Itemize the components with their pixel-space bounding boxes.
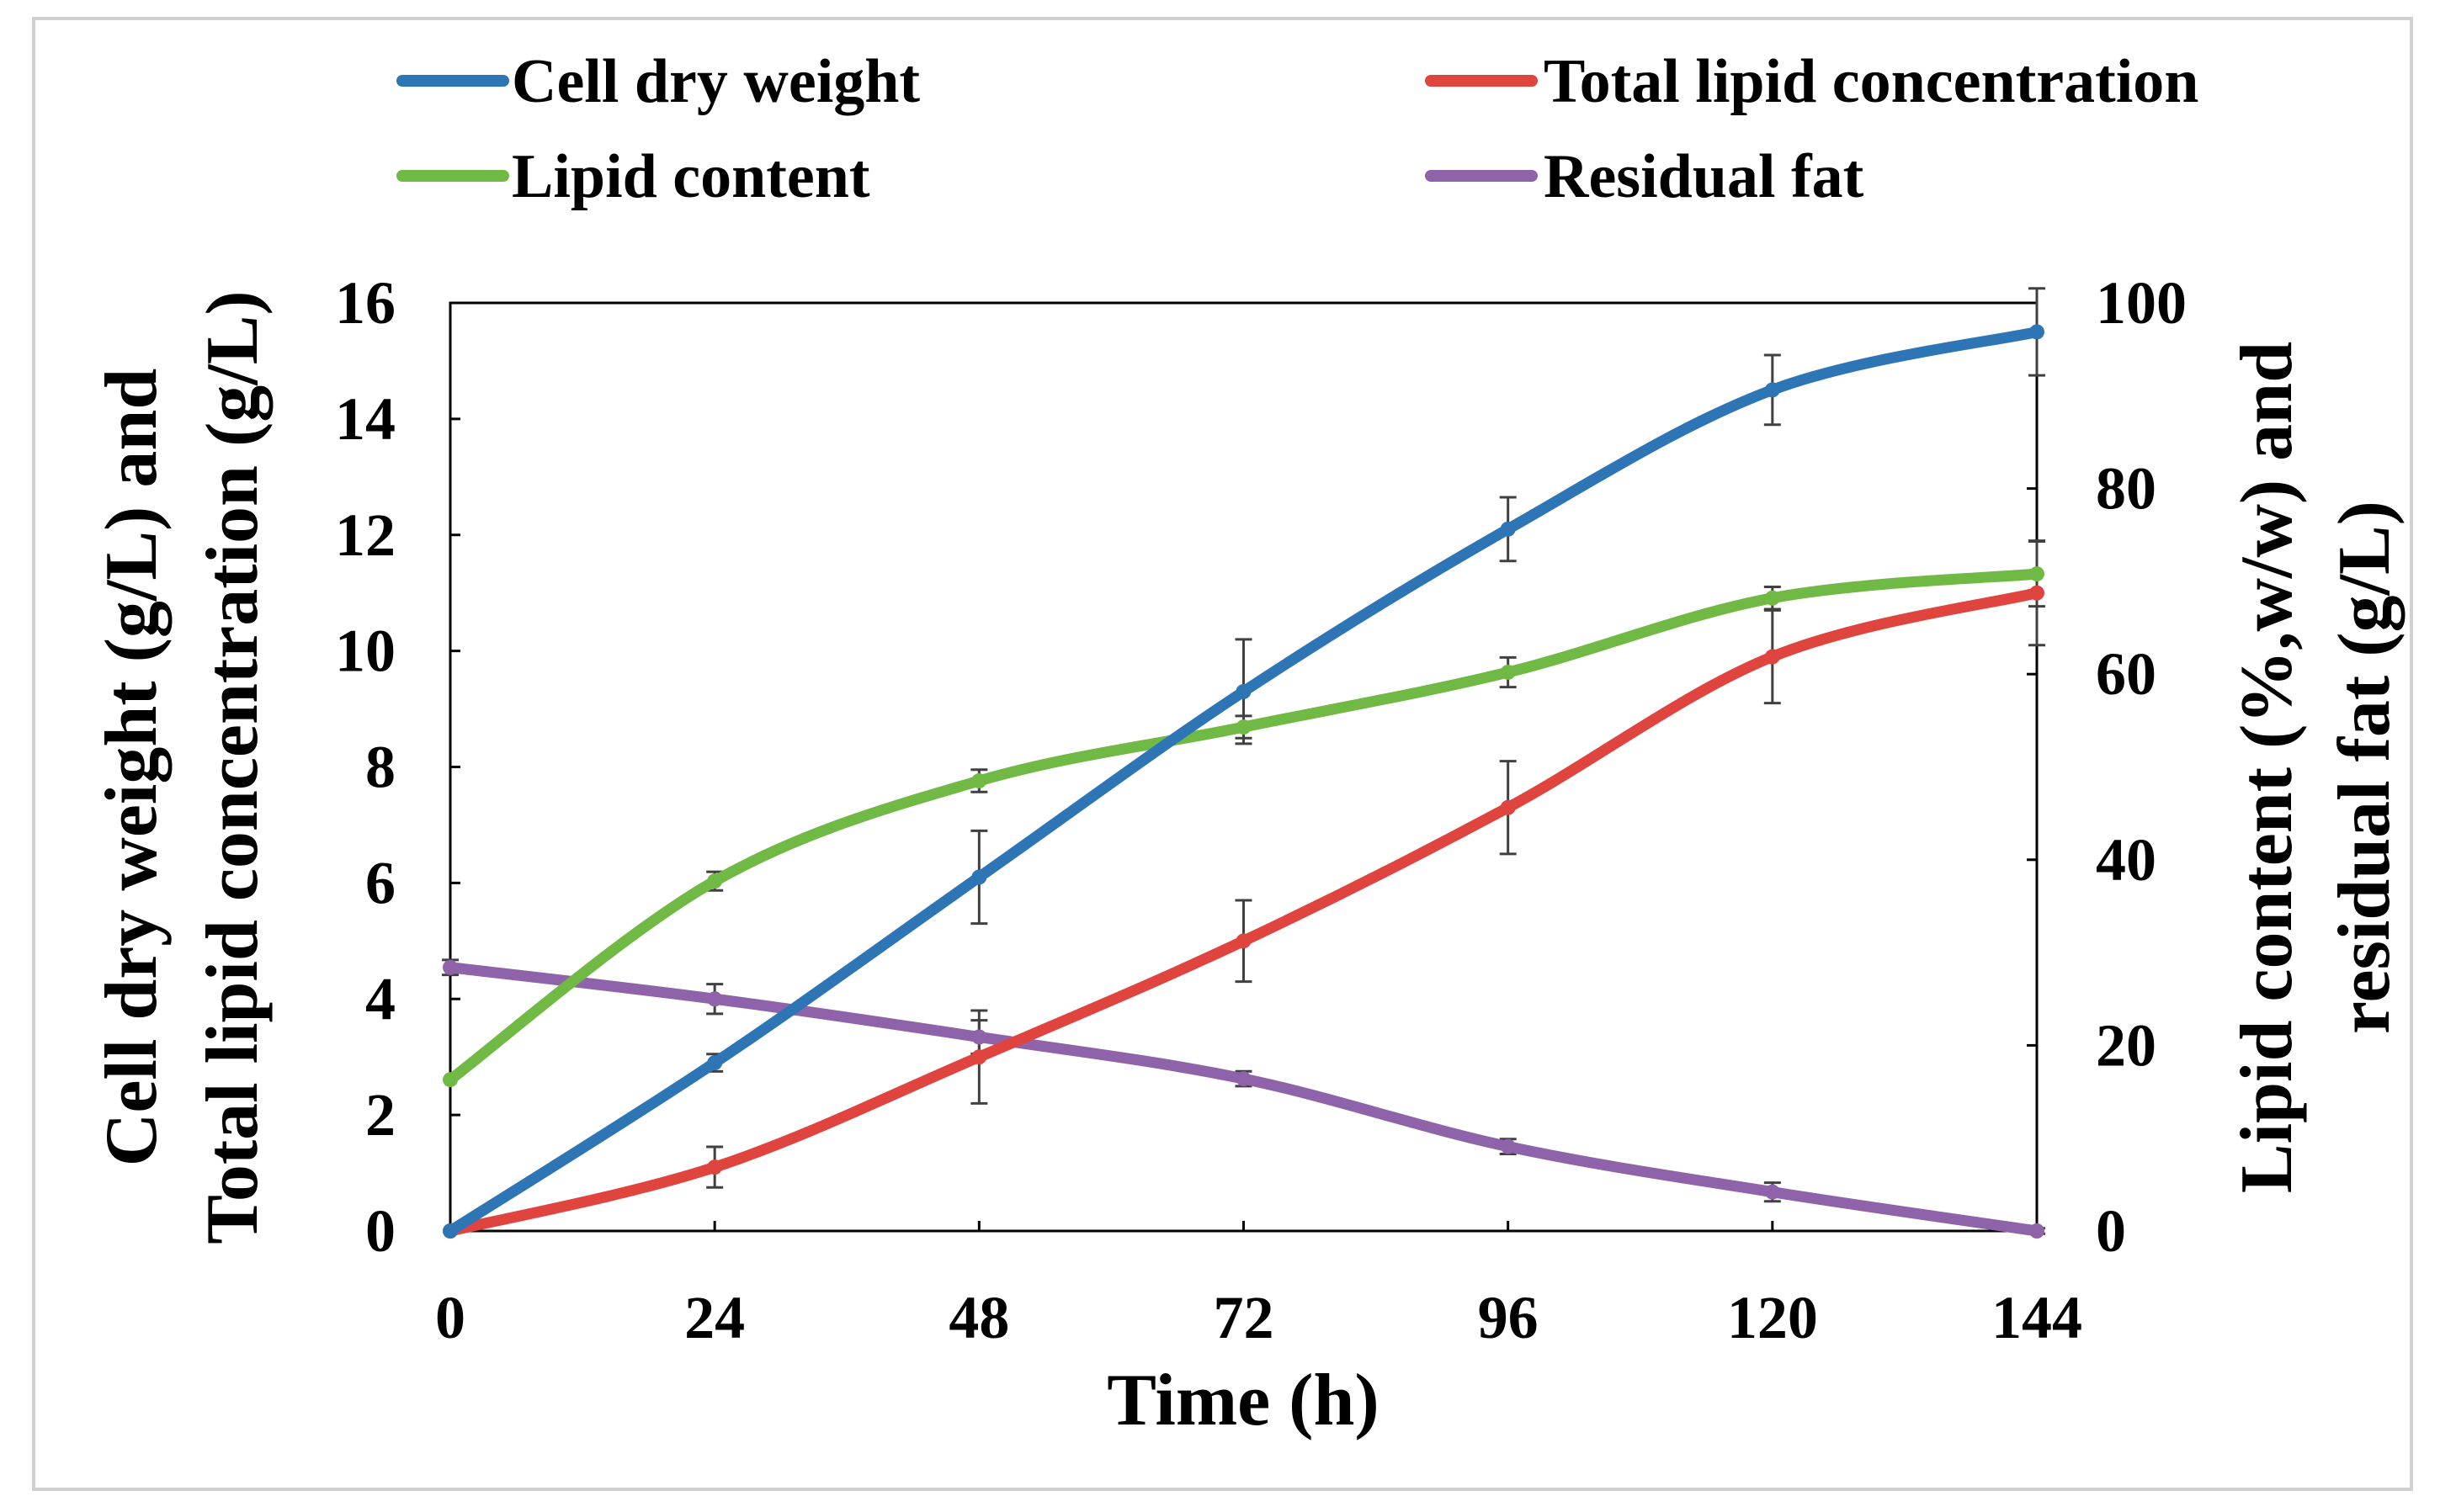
data-point-lipid-content <box>1500 664 1516 680</box>
right-axis-title-line-2: residual fat (g/L) <box>2324 501 2405 1034</box>
data-point-lipid-content <box>971 773 987 789</box>
data-point-cell-dry-weight <box>1500 521 1516 537</box>
left-axis-title-line-2: Total lipid concentration (g/L) <box>192 290 274 1244</box>
left-tick-label: 8 <box>365 734 396 801</box>
legend-label-cell-dry-weight: Cell dry weight <box>512 47 920 116</box>
data-point-total-lipid-concentration <box>1500 799 1516 815</box>
left-tick-label: 10 <box>335 618 396 685</box>
data-point-total-lipid-concentration <box>2029 585 2044 601</box>
data-point-total-lipid-concentration <box>971 1049 987 1065</box>
x-axis-title: Time (h) <box>1107 1360 1379 1441</box>
data-point-residual-fat <box>2029 1223 2044 1239</box>
right-tick-label: 80 <box>2096 455 2156 523</box>
right-tick-label: 20 <box>2096 1011 2156 1079</box>
data-point-total-lipid-concentration <box>1764 649 1780 665</box>
x-tick-label: 144 <box>1991 1284 2082 1351</box>
legend-label-lipid-content: Lipid content <box>512 142 870 211</box>
left-tick-label: 2 <box>365 1081 396 1149</box>
data-point-cell-dry-weight <box>443 1223 458 1239</box>
legend: Cell dry weight Total lipid concentratio… <box>396 47 2198 211</box>
data-point-residual-fat <box>1764 1184 1780 1200</box>
legend-label-total-lipid-concentration: Total lipid concentration <box>1544 47 2198 116</box>
data-point-lipid-content <box>1764 590 1780 606</box>
data-point-lipid-content <box>443 1072 458 1088</box>
data-point-residual-fat <box>1500 1138 1516 1154</box>
right-axis-title-line-1: Lipid content (%,w/w) and <box>2226 342 2308 1193</box>
right-tick-label: 60 <box>2096 640 2156 708</box>
data-point-cell-dry-weight <box>2029 324 2044 340</box>
left-axis-ticks: 0 2 4 6 8 10 12 14 16 <box>335 269 460 1265</box>
data-point-lipid-content <box>707 873 723 889</box>
data-point-residual-fat <box>443 959 458 975</box>
data-point-residual-fat <box>1236 1071 1252 1087</box>
data-point-lipid-content <box>2029 566 2044 582</box>
right-axis-ticks: 0 20 40 60 80 100 <box>2027 269 2187 1265</box>
data-point-cell-dry-weight <box>707 1055 723 1071</box>
left-tick-label: 12 <box>335 501 396 569</box>
series-points <box>443 324 2044 1239</box>
left-tick-label: 0 <box>365 1197 396 1265</box>
x-tick-label: 0 <box>435 1284 465 1351</box>
right-tick-label: 40 <box>2096 826 2156 894</box>
right-tick-label: 100 <box>2096 269 2187 337</box>
data-point-lipid-content <box>1236 719 1252 735</box>
legend-label-residual-fat: Residual fat <box>1544 142 1864 211</box>
x-tick-label: 120 <box>1727 1284 1818 1351</box>
left-axis-title-line-1: Cell dry weight (g/L) and <box>91 369 173 1166</box>
left-tick-label: 16 <box>335 269 396 337</box>
data-point-residual-fat <box>707 991 723 1007</box>
x-tick-label: 72 <box>1214 1284 1274 1351</box>
data-point-total-lipid-concentration <box>707 1159 723 1175</box>
data-point-cell-dry-weight <box>971 869 987 885</box>
right-tick-label: 0 <box>2096 1197 2126 1265</box>
x-tick-label: 24 <box>684 1284 745 1351</box>
left-tick-label: 4 <box>365 965 396 1032</box>
data-point-cell-dry-weight <box>1764 382 1780 398</box>
x-axis-ticks: 0 24 48 72 96 120 144 <box>435 1221 2082 1351</box>
data-point-total-lipid-concentration <box>1236 933 1252 949</box>
data-point-residual-fat <box>971 1029 987 1045</box>
data-point-cell-dry-weight <box>1236 683 1252 699</box>
figure-border <box>32 17 2413 1491</box>
left-tick-label: 14 <box>335 385 396 453</box>
left-tick-label: 6 <box>365 849 396 916</box>
x-tick-label: 48 <box>949 1284 1009 1351</box>
x-tick-label: 96 <box>1478 1284 1539 1351</box>
